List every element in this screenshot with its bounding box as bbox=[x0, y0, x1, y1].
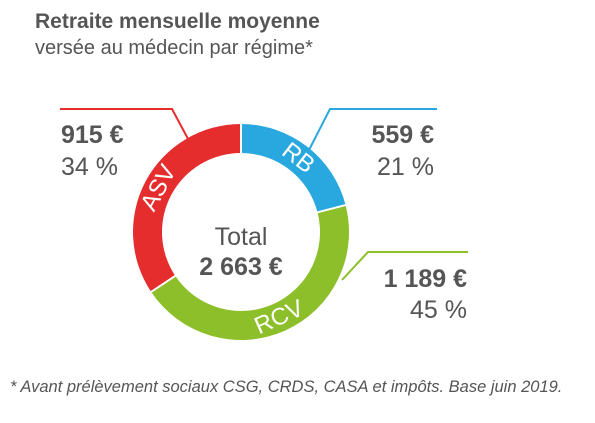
value-label-rb: 559 € bbox=[371, 121, 434, 149]
value-label-asv: 915 € bbox=[61, 121, 124, 149]
segment-separator bbox=[316, 203, 347, 214]
segment-asv bbox=[132, 124, 241, 292]
donut-chart: RB RCV ASV Total 2 663 € 915 € 34 % 559 … bbox=[60, 108, 468, 341]
total-label: Total bbox=[215, 223, 268, 251]
chart-subtitle: versée au médecin par régime* bbox=[35, 37, 313, 59]
footnote: * Avant prélèvement sociaux CSG, CRDS, C… bbox=[10, 378, 563, 396]
chart-title: Retraite mensuelle moyenne bbox=[35, 10, 320, 33]
value-label-rcv: 1 189 € bbox=[384, 265, 468, 293]
total-value: 2 663 € bbox=[199, 253, 283, 281]
percent-label-rcv: 45 % bbox=[410, 296, 467, 324]
segment-separator bbox=[149, 274, 177, 294]
leader-line-asv bbox=[60, 108, 195, 151]
leader-line-rb bbox=[308, 108, 437, 151]
percent-label-asv: 34 % bbox=[61, 153, 118, 181]
segment-rb bbox=[241, 124, 346, 213]
leader-line-rcv bbox=[341, 251, 468, 281]
percent-label-rb: 21 % bbox=[377, 153, 434, 181]
segment-rcv bbox=[151, 205, 349, 341]
segment-label-rcv: RCV bbox=[250, 295, 307, 340]
donut-segments bbox=[132, 123, 349, 341]
